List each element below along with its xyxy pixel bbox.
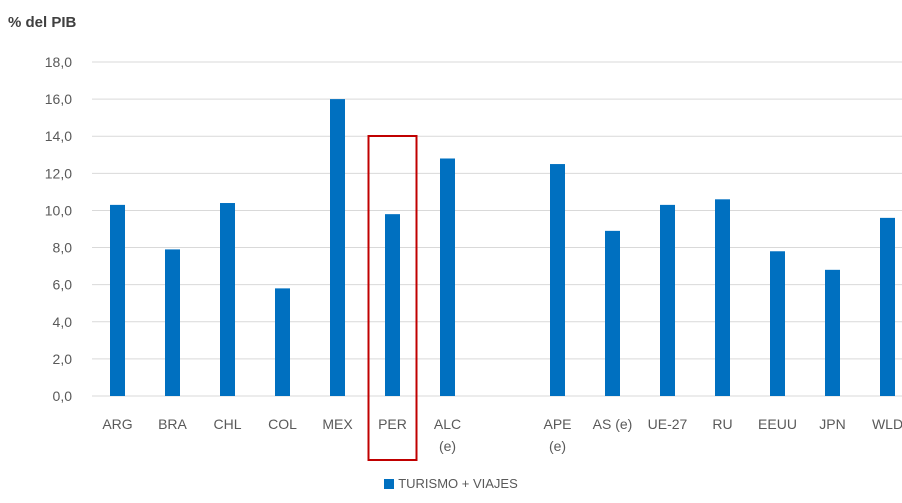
x-tick-label: BRA [158,416,187,432]
y-tick-label: 0,0 [53,388,73,404]
highlight-box [367,135,418,461]
x-tick-label: PER [378,416,407,432]
y-tick-label: 12,0 [45,165,72,181]
x-tick-label: EEUU [758,416,797,432]
x-tick-label: (e) [439,438,456,454]
x-tick-label: APE [543,416,571,432]
bar-bra [165,249,180,396]
y-tick-label: 18,0 [45,54,72,70]
bar-ape-e- [550,164,565,396]
legend: TURISMO + VIAJES [0,476,902,491]
bar-col [275,288,290,396]
x-tick-label: MEX [322,416,353,432]
bar-arg [110,204,125,396]
bar-ue-27 [660,204,675,396]
y-tick-label: 16,0 [45,91,72,107]
y-tick-label: 10,0 [45,202,72,218]
bar-as-e- [605,230,620,396]
bar-alc-e- [440,158,455,396]
bar-ru [715,199,730,396]
legend-label: TURISMO + VIAJES [398,476,518,491]
y-tick-label: 8,0 [53,240,73,256]
bar-per [385,214,400,396]
bar-eeuu [770,251,785,396]
x-tick-label: COL [268,416,297,432]
x-tick-label: WLD [872,416,902,432]
legend-swatch [384,479,395,489]
y-tick-label: 2,0 [53,351,73,367]
bar-mex [330,99,345,396]
x-tick-label: CHL [213,416,241,432]
bar-chl [220,203,235,396]
x-tick-label: UE-27 [648,416,688,432]
x-tick-label: ALC [434,416,461,432]
bar-wld [880,217,895,396]
x-tick-label: JPN [819,416,845,432]
x-tick-label: ARG [102,416,132,432]
y-tick-label: 6,0 [53,277,73,293]
bar-jpn [825,269,840,396]
x-tick-label: AS (e) [593,416,633,432]
y-axis-title: % del PIB [8,14,77,31]
y-tick-label: 14,0 [45,128,72,144]
y-tick-label: 4,0 [53,314,73,330]
x-tick-label: RU [712,416,732,432]
x-tick-label: (e) [549,438,566,454]
